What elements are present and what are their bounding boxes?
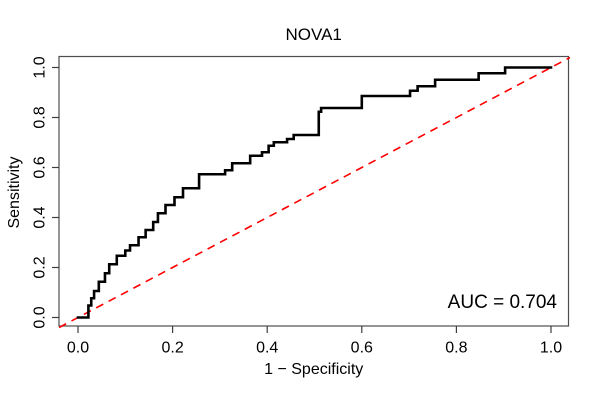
- x-tick-label: 0.8: [445, 340, 467, 357]
- plot-box: [58, 55, 570, 327]
- y-tick-label: 0.4: [32, 206, 49, 228]
- chance-diagonal-line: [58, 56, 571, 329]
- x-tick-label: 0.0: [67, 340, 89, 357]
- y-tick-label: 0.2: [32, 256, 49, 278]
- x-tick-label: 1.0: [540, 340, 562, 357]
- y-tick-label: 0.6: [32, 156, 49, 178]
- y-tick-label: 0.0: [32, 306, 49, 328]
- x-axis-title: 1 − Specificity: [264, 361, 363, 378]
- chart-title: NOVA1: [286, 25, 342, 44]
- roc-curve-line: [76, 66, 553, 319]
- auc-annotation: AUC = 0.704: [448, 292, 558, 313]
- y-tick-label: 1.0: [32, 56, 49, 78]
- x-tick-label: 0.6: [351, 340, 373, 357]
- y-axis-title: Sensitivity: [6, 156, 23, 228]
- x-tick-label: 0.4: [256, 340, 278, 357]
- y-tick-label: 0.8: [32, 106, 49, 128]
- x-tick-label: 0.2: [161, 340, 183, 357]
- plot-generated-layer: 0.0 0.2 0.4 0.6 0.8 1.0 0.0 0.2 0.4 0.6 0.8 1.0: [32, 55, 571, 357]
